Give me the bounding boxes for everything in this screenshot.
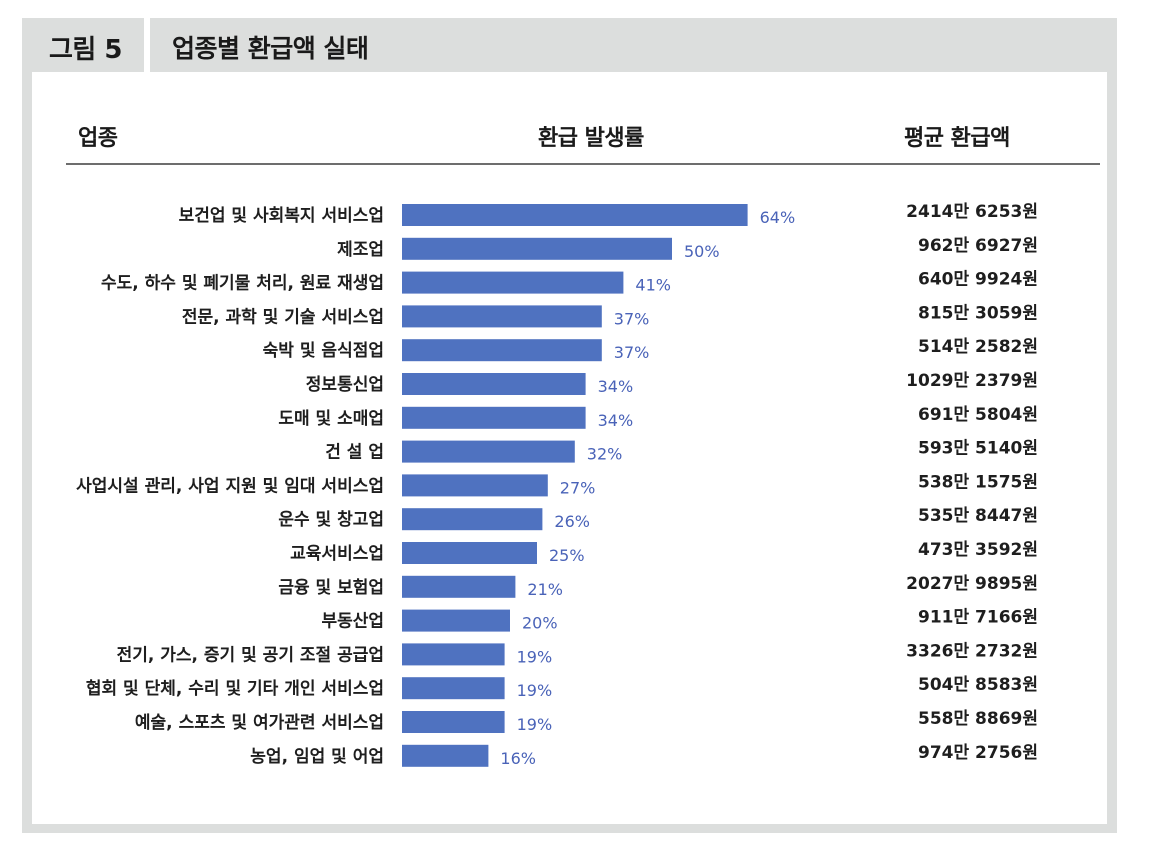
value-label: 16% bbox=[500, 749, 536, 768]
category-label: 협회 및 단체, 수리 및 기타 개인 서비스업 bbox=[86, 678, 384, 699]
category-label: 보건업 및 사회복지 서비스업 bbox=[179, 206, 384, 226]
category-label: 사업시설 관리, 사업 지원 및 임대 서비스업 bbox=[76, 475, 384, 496]
amount-label: 962만 6927원 bbox=[918, 236, 1038, 256]
header-divider bbox=[144, 18, 150, 72]
category-label: 제조업 bbox=[337, 240, 384, 260]
bar bbox=[402, 643, 505, 666]
bar bbox=[402, 542, 537, 564]
amount-label: 2027만 9895원 bbox=[906, 574, 1038, 594]
value-label: 25% bbox=[549, 546, 585, 565]
category-label: 농업, 임업 및 어업 bbox=[250, 746, 384, 767]
bar bbox=[402, 339, 602, 362]
amount-label: 1029만 2379원 bbox=[906, 371, 1038, 391]
value-label: 19% bbox=[517, 681, 553, 700]
category-label: 도매 및 소매업 bbox=[278, 409, 384, 429]
value-label: 34% bbox=[598, 411, 634, 430]
value-label: 41% bbox=[635, 276, 671, 295]
column-header-amount: 평균 환급액 bbox=[904, 126, 1010, 151]
bar bbox=[402, 677, 505, 700]
value-label: 19% bbox=[517, 715, 553, 734]
amount-label: 691만 5804원 bbox=[918, 405, 1038, 425]
figure-frame: 그림 5 업종별 환급액 실태 업종 환급 발생률 평균 환급액 보건업 및 사… bbox=[22, 18, 1117, 833]
amount-label: 640만 9924원 bbox=[918, 270, 1038, 290]
header-rule bbox=[66, 163, 1100, 165]
category-label: 금융 및 보험업 bbox=[278, 577, 384, 598]
value-label: 34% bbox=[598, 377, 634, 396]
amount-label: 473만 3592원 bbox=[918, 540, 1038, 560]
value-label: 37% bbox=[614, 309, 650, 328]
value-label: 64% bbox=[760, 208, 796, 227]
category-label: 건 설 업 bbox=[325, 443, 384, 463]
amount-label: 504만 8583원 bbox=[918, 675, 1038, 695]
category-label: 정보통신업 bbox=[306, 375, 384, 395]
category-label: 수도, 하수 및 폐기물 처리, 원료 재생업 bbox=[101, 274, 384, 294]
category-label: 전문, 과학 및 기술 서비스업 bbox=[182, 307, 384, 327]
category-label: 운수 및 창고업 bbox=[278, 510, 384, 530]
value-label: 21% bbox=[527, 580, 563, 599]
amount-label: 558만 8869원 bbox=[918, 709, 1038, 729]
category-label: 전기, 가스, 증기 및 공기 조절 공급업 bbox=[117, 644, 384, 665]
amount-label: 911만 7166원 bbox=[918, 608, 1038, 628]
amount-label: 974만 2756원 bbox=[918, 743, 1038, 763]
bar bbox=[402, 711, 505, 733]
bar bbox=[402, 237, 672, 260]
bar bbox=[402, 406, 586, 429]
category-label: 부동산업 bbox=[321, 612, 384, 632]
amount-label: 815만 3059원 bbox=[918, 303, 1038, 323]
value-label: 26% bbox=[554, 512, 590, 531]
bar bbox=[402, 373, 586, 395]
value-label: 37% bbox=[614, 343, 650, 362]
column-header-rate: 환급 발생률 bbox=[538, 126, 644, 151]
figure-number: 그림 5 bbox=[49, 35, 122, 65]
bar bbox=[402, 575, 516, 598]
column-header-industry: 업종 bbox=[78, 126, 118, 151]
figure-number-box: 그림 5 bbox=[22, 18, 144, 72]
value-label: 50% bbox=[684, 242, 720, 261]
category-label: 숙박 및 음식점업 bbox=[263, 341, 384, 361]
value-label: 19% bbox=[517, 647, 553, 666]
value-label: 20% bbox=[522, 614, 558, 633]
value-label: 27% bbox=[560, 478, 596, 497]
figure-title: 업종별 환급액 실태 bbox=[172, 34, 369, 63]
amount-label: 538만 1575원 bbox=[918, 472, 1038, 492]
bar bbox=[402, 305, 602, 328]
category-label: 예술, 스포츠 및 여가관련 서비스업 bbox=[135, 713, 384, 733]
bar bbox=[402, 271, 624, 294]
bar bbox=[402, 204, 748, 226]
amount-label: 3326만 2732원 bbox=[906, 641, 1038, 661]
bar bbox=[402, 508, 543, 531]
amount-label: 593만 5140원 bbox=[918, 439, 1038, 459]
bar bbox=[402, 440, 575, 463]
bar bbox=[402, 474, 548, 497]
category-label: 교육서비스업 bbox=[290, 544, 384, 564]
bar bbox=[402, 609, 510, 632]
amount-label: 535만 8447원 bbox=[918, 506, 1038, 526]
bar bbox=[402, 744, 489, 767]
amount-label: 2414만 6253원 bbox=[906, 202, 1038, 222]
value-label: 32% bbox=[587, 445, 623, 464]
chart-panel: 업종 환급 발생률 평균 환급액 보건업 및 사회복지 서비스업 64% 2414만… bbox=[32, 72, 1107, 824]
amount-label: 514만 2582원 bbox=[918, 337, 1038, 357]
